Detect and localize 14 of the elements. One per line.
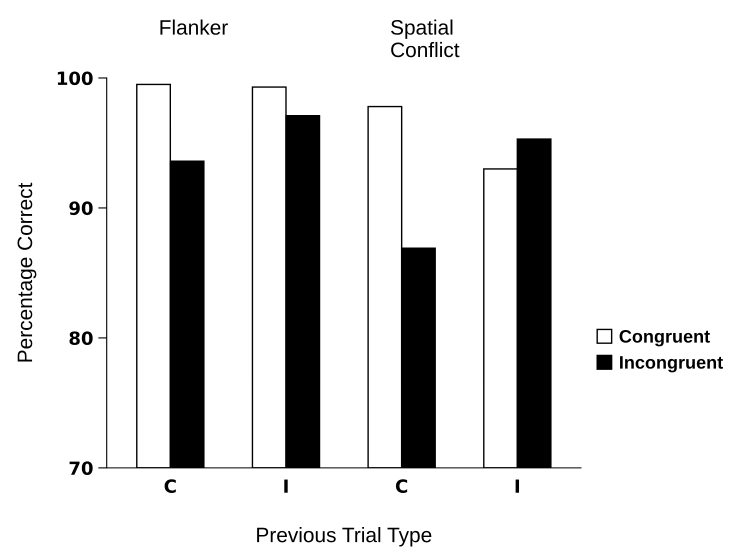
x-tick-label: I — [284, 480, 288, 493]
legend-label: Congruent — [620, 330, 710, 346]
text: Flanker — [160, 19, 228, 35]
text: Spatial Conflict — [391, 19, 460, 58]
x-tick-label: C — [396, 479, 408, 493]
y-tick-label: 90 — [69, 201, 93, 216]
x-tick-label: C — [164, 479, 176, 493]
y-axis-title: Percentage Correct — [18, 182, 36, 362]
legend-label: Incongruent — [620, 356, 723, 372]
x-axis-title: Previous Trial Type — [257, 527, 432, 546]
y-tick-label: 70 — [70, 461, 93, 475]
y-tick-label: 80 — [69, 331, 93, 346]
y-tick-label: 100 — [58, 71, 93, 86]
x-tick-label: I — [516, 480, 520, 493]
